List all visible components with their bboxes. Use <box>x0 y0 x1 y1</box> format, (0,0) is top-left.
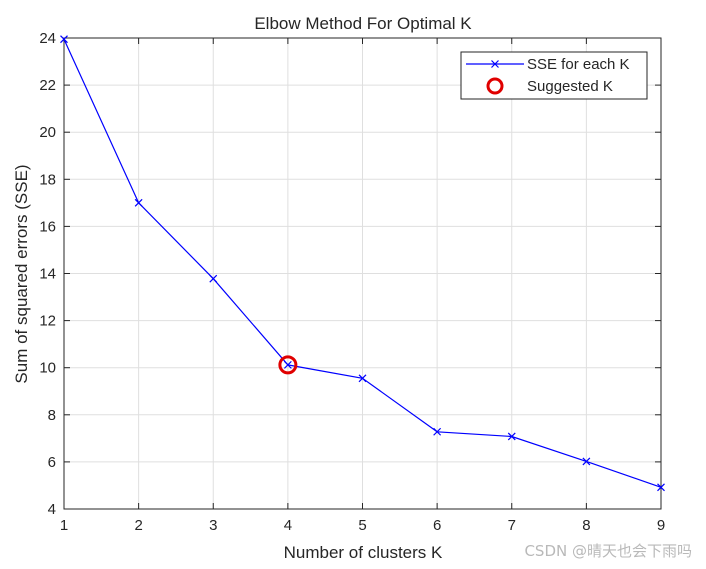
sse-point-marker <box>60 35 68 44</box>
sse-point-marker <box>507 432 516 441</box>
marker-stroke <box>582 457 591 466</box>
x-tick-label: 7 <box>508 517 516 534</box>
marker-stroke <box>433 427 442 436</box>
marker-stroke <box>60 35 68 44</box>
y-tick-label: 20 <box>39 124 56 141</box>
sse-point-marker <box>433 427 442 436</box>
suggested-k-marker <box>278 355 298 375</box>
y-tick-label: 16 <box>39 218 56 235</box>
y-tick-label: 14 <box>39 266 56 283</box>
x-axis-label: Number of clusters K <box>284 543 443 562</box>
grid <box>63 37 662 510</box>
x-tick-label: 1 <box>60 517 68 534</box>
marker-stroke <box>134 198 143 207</box>
x-tick-label: 5 <box>358 517 366 534</box>
y-axis-label: Sum of squared errors (SSE) <box>12 164 31 383</box>
marker-stroke <box>283 360 292 369</box>
marker-stroke <box>209 274 218 283</box>
sse-point-marker <box>283 360 292 369</box>
x-tick-label: 2 <box>134 517 142 534</box>
marker-stroke <box>507 432 516 441</box>
sse-point-marker <box>358 374 367 383</box>
y-tick-label: 10 <box>39 360 56 377</box>
legend-label-suggested: Suggested K <box>527 78 613 95</box>
sse-point-marker <box>657 483 665 492</box>
x-tick-label: 8 <box>582 517 590 534</box>
x-tick-label: 9 <box>657 517 665 534</box>
y-tick-label: 24 <box>39 30 56 47</box>
y-tick-label: 4 <box>48 501 56 518</box>
legend-circle-marker <box>486 77 504 95</box>
y-tick-label: 22 <box>39 77 56 94</box>
y-tick-label: 12 <box>39 313 56 330</box>
marker-stroke <box>657 483 665 492</box>
x-tick-label: 6 <box>433 517 441 534</box>
legend-x-marker <box>491 60 499 68</box>
y-tick-label: 18 <box>39 171 56 188</box>
data-series <box>60 35 665 492</box>
watermark: CSDN @晴天也会下雨吗 <box>524 542 692 560</box>
legend: SSE for each K Suggested K <box>460 51 648 100</box>
marker-stroke <box>358 374 367 383</box>
y-tick-label: 8 <box>48 407 56 424</box>
sse-point-marker <box>134 198 143 207</box>
x-tick-label: 3 <box>209 517 217 534</box>
chart-title: Elbow Method For Optimal K <box>254 14 472 33</box>
y-tick-label: 6 <box>48 454 56 471</box>
legend-label-sse: SSE for each K <box>527 56 630 73</box>
x-tick-label: 4 <box>284 517 292 534</box>
sse-point-marker <box>209 274 218 283</box>
sse-point-marker <box>582 457 591 466</box>
